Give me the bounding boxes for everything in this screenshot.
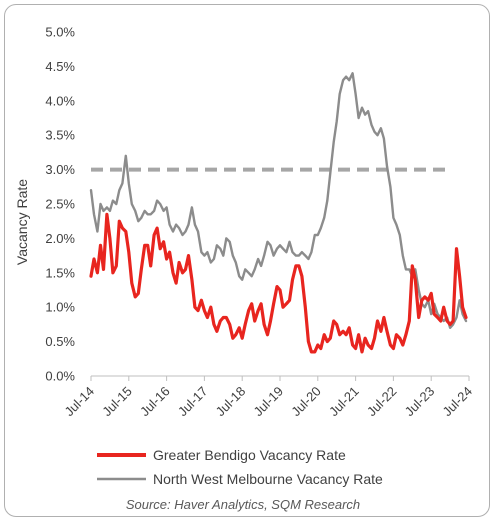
x-tick-label: Jul-22: [364, 384, 400, 420]
x-tick-label: Jul-17: [175, 384, 211, 420]
source-note: Source: Haver Analytics, SQM Research: [126, 497, 360, 512]
chart-frame: [4, 4, 490, 517]
y-tick-label: 1.5%: [45, 265, 75, 280]
x-axis-ticks: [90, 376, 470, 381]
x-tick-label: Jul-23: [402, 384, 438, 420]
x-axis-tick-labels: Jul-14 Jul-15 Jul-16 Jul-17 Jul-18 Jul-19 Jul-…: [61, 384, 475, 420]
series-line-north-west-melbourne: [89, 72, 468, 329]
y-tick-label: 1.0%: [45, 300, 75, 315]
series-line-greater-bendigo: [89, 212, 468, 354]
x-tick-label: Jul-15: [99, 384, 135, 420]
legend-label-north-west-melbourne: North West Melbourne Vacancy Rate: [153, 471, 383, 487]
y-tick-label: 2.5%: [45, 197, 75, 212]
y-tick-label: 0.5%: [45, 334, 75, 349]
x-tick-label: Jul-21: [326, 384, 362, 420]
series-lines: [89, 72, 468, 354]
legend-label-greater-bendigo: Greater Bendigo Vacancy Rate: [153, 447, 346, 463]
y-axis-title: Vacancy Rate: [14, 179, 30, 265]
y-tick-label: 2.0%: [45, 231, 75, 246]
y-tick-label: 3.0%: [45, 162, 75, 177]
x-tick-label: Jul-18: [213, 384, 249, 420]
y-tick-label: 4.5%: [45, 59, 75, 74]
x-tick-label: Jul-24: [439, 384, 475, 420]
x-tick-label: Jul-19: [250, 384, 286, 420]
y-tick-label: 3.5%: [45, 128, 75, 143]
x-tick-label: Jul-16: [137, 384, 173, 420]
y-tick-label: 0.0%: [45, 369, 75, 384]
y-tick-label: 4.0%: [45, 93, 75, 108]
y-tick-label: 5.0%: [45, 25, 75, 40]
legend: Greater Bendigo Vacancy Rate North West M…: [97, 447, 383, 487]
y-axis-tick-labels: 0.0% 0.5% 1.0% 1.5% 2.0% 2.5% 3.0% 3.5% 4.0% 4.5%…: [45, 25, 75, 384]
x-tick-label: Jul-14: [61, 384, 97, 420]
x-tick-label: Jul-20: [288, 384, 324, 420]
